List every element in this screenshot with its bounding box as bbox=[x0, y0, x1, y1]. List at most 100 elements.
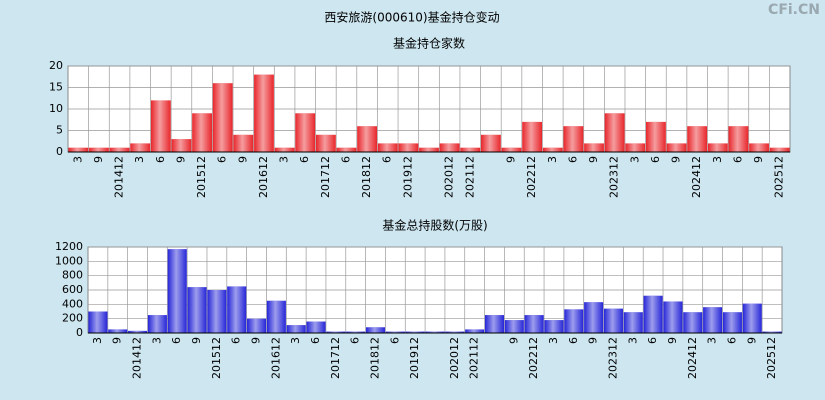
bar-shine bbox=[584, 143, 604, 152]
bar-shine bbox=[425, 331, 445, 333]
bar-shine bbox=[192, 113, 212, 152]
x-tick-label: 3 bbox=[547, 337, 560, 344]
bar-shine bbox=[187, 287, 207, 333]
bar-shine bbox=[646, 121, 666, 152]
bar-shine bbox=[365, 327, 386, 333]
x-tick-label: 201712 bbox=[329, 337, 342, 379]
x-tick-label: 3 bbox=[289, 337, 302, 344]
x-tick-label: 201912 bbox=[401, 156, 414, 198]
bar-shine bbox=[522, 121, 543, 152]
bar-shine bbox=[212, 83, 233, 152]
bar-shine bbox=[254, 74, 274, 152]
x-tick-label: 6 bbox=[649, 156, 662, 163]
x-tick-label: 9 bbox=[507, 337, 520, 344]
bar-shine bbox=[762, 331, 782, 333]
x-tick-label: 202012 bbox=[448, 337, 461, 379]
x-tick-label: 3 bbox=[628, 156, 641, 163]
x-tick-label: 202312 bbox=[606, 337, 619, 379]
bar-shine bbox=[88, 311, 108, 333]
bar-shine bbox=[584, 302, 604, 333]
bar-shine bbox=[683, 312, 703, 333]
bar-shine bbox=[722, 312, 742, 333]
x-tick-label: 9 bbox=[190, 337, 203, 344]
x-tick-label: 202512 bbox=[773, 156, 786, 198]
bar-shine bbox=[227, 286, 247, 333]
x-tick-label: 3 bbox=[150, 337, 163, 344]
bar-shine bbox=[150, 100, 171, 152]
x-tick-label: 201612 bbox=[257, 156, 270, 198]
bar-shine bbox=[207, 290, 227, 333]
x-tick-label: 6 bbox=[349, 337, 362, 344]
x-tick-label: 202512 bbox=[765, 337, 778, 379]
x-tick-label: 6 bbox=[230, 337, 243, 344]
bar-shine bbox=[501, 147, 522, 152]
x-tick-label: 202112 bbox=[468, 337, 481, 379]
x-tick-label: 9 bbox=[236, 156, 249, 163]
x-tick-label: 6 bbox=[566, 156, 579, 163]
y-tick-label: 10 bbox=[49, 102, 63, 115]
y-tick-label: 200 bbox=[62, 312, 83, 325]
x-tick-label: 202412 bbox=[686, 337, 699, 379]
bar-shine bbox=[274, 147, 295, 152]
x-tick-label: 201712 bbox=[319, 156, 332, 198]
watermark: CFi.CN bbox=[768, 2, 820, 18]
y-tick-label: 5 bbox=[56, 124, 63, 137]
x-tick-label: 6 bbox=[154, 156, 167, 163]
x-tick-label: 202212 bbox=[525, 156, 538, 198]
x-tick-label: 6 bbox=[646, 337, 659, 344]
bar-shine bbox=[625, 143, 646, 152]
bar-shine bbox=[247, 318, 267, 333]
y-tick-label: 15 bbox=[49, 81, 63, 94]
y-tick-label: 20 bbox=[49, 59, 63, 72]
x-tick-label: 3 bbox=[706, 337, 719, 344]
x-tick-label: 202212 bbox=[527, 337, 540, 379]
x-tick-label: 201412 bbox=[113, 156, 126, 198]
y-tick-label: 1200 bbox=[55, 240, 83, 253]
x-tick-label: 6 bbox=[216, 156, 229, 163]
bar-shine bbox=[108, 329, 128, 333]
bar-shine bbox=[286, 325, 306, 333]
x-tick-label: 201412 bbox=[131, 337, 144, 379]
bar-shine bbox=[128, 330, 148, 333]
bar-shine bbox=[524, 315, 544, 333]
bar-shine bbox=[171, 139, 192, 152]
x-tick-label: 6 bbox=[309, 337, 322, 344]
bar-shine bbox=[666, 143, 687, 152]
bar-shine bbox=[465, 329, 485, 333]
x-tick-label: 9 bbox=[505, 156, 518, 163]
bar-shine bbox=[623, 312, 643, 333]
x-tick-label: 3 bbox=[91, 337, 104, 344]
x-tick-label: 6 bbox=[731, 156, 744, 163]
bar-shine bbox=[769, 147, 790, 152]
x-tick-label: 3 bbox=[71, 156, 84, 163]
bar-shine bbox=[663, 301, 683, 333]
x-tick-label: 9 bbox=[745, 337, 758, 344]
bar-shine bbox=[315, 134, 336, 152]
y-tick-label: 600 bbox=[62, 283, 83, 296]
bar-shine bbox=[484, 315, 505, 333]
y-tick-label: 1000 bbox=[55, 254, 83, 267]
bar-shine bbox=[542, 147, 563, 152]
x-tick-label: 6 bbox=[339, 156, 352, 163]
bar-shine bbox=[563, 126, 584, 152]
x-tick-label: 9 bbox=[174, 156, 187, 163]
x-tick-label: 201812 bbox=[360, 156, 373, 198]
bar-shine bbox=[130, 143, 151, 152]
bar-shine bbox=[564, 309, 584, 333]
bar-shine bbox=[295, 113, 316, 152]
bar-shine bbox=[398, 143, 419, 152]
bar-shine bbox=[385, 331, 405, 333]
x-tick-label: 3 bbox=[278, 156, 291, 163]
bar-shine bbox=[728, 126, 749, 152]
bar-shine bbox=[167, 249, 187, 333]
bar-shine bbox=[504, 320, 524, 333]
x-tick-label: 202012 bbox=[443, 156, 456, 198]
bar-shine bbox=[419, 147, 439, 152]
bar-shine bbox=[480, 134, 501, 152]
x-tick-label: 9 bbox=[666, 337, 679, 344]
bar-shine bbox=[460, 147, 481, 152]
x-tick-label: 6 bbox=[381, 156, 394, 163]
bar-shine bbox=[233, 134, 254, 152]
x-tick-label: 201512 bbox=[210, 337, 223, 379]
x-tick-label: 9 bbox=[587, 156, 600, 163]
